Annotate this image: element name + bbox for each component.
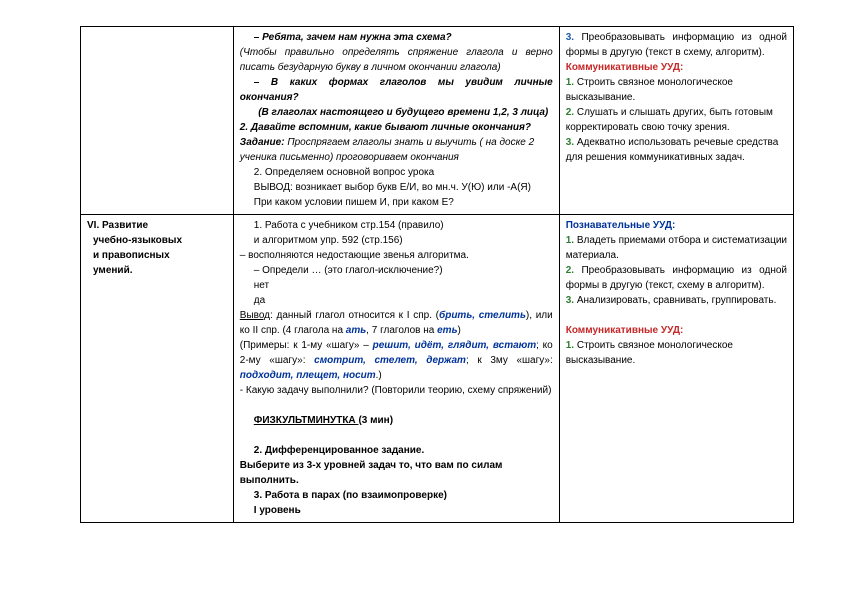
text: .) xyxy=(376,370,382,381)
text: 3. Работа в парах (по взаимопроверке) xyxy=(240,488,553,503)
text: 2. Дифференцированное задание. xyxy=(240,443,553,458)
num: 3. xyxy=(566,137,574,148)
text: – Ребята, зачем нам нужна эта схема? xyxy=(240,30,553,45)
text: (Примеры: к 1-му «шагу» – xyxy=(240,340,373,351)
section-title: учебно-языковых xyxy=(87,233,227,248)
text: ВЫВОД: возникает выбор букв Е/И, во мн.ч… xyxy=(240,180,553,195)
text: - Какую задачу выполнили? (Повторили тео… xyxy=(240,383,553,398)
text: ) xyxy=(458,325,461,336)
num: 3. xyxy=(566,295,574,306)
section-title: умений. xyxy=(87,263,227,278)
text: 2. Давайте вспомним, какие бывают личные… xyxy=(240,122,531,133)
text: Преобразовывать информацию из одной форм… xyxy=(566,32,787,58)
text: : данный глагол относится к I спр. ( xyxy=(270,310,439,321)
text: (Чтобы правильно определять спряжение гл… xyxy=(240,45,553,75)
text: нет xyxy=(240,278,553,293)
num: 2. xyxy=(566,107,574,118)
num: 3. xyxy=(566,32,574,43)
text: смотрит, стелет, держат xyxy=(314,355,466,366)
text: При каком условии пишем И, при каком Е? xyxy=(240,195,553,210)
num: 2. xyxy=(566,265,574,276)
text: Слушать и слышать других, быть готовым к… xyxy=(566,107,773,133)
r1c1 xyxy=(81,27,234,215)
text: Строить связное монологическое высказыва… xyxy=(566,340,733,366)
section-title: VI. Развитие xyxy=(87,218,227,233)
text: I уровень xyxy=(240,503,553,518)
num: 1. xyxy=(566,235,574,246)
text: ; к 3му «шагу»: xyxy=(466,355,553,366)
heading: Коммуникативные УУД: xyxy=(566,323,787,338)
text: подходит, плещет, носит xyxy=(240,370,376,381)
text: (3 мин) xyxy=(358,415,393,426)
r1c3: 3. Преобразовывать информацию из одной ф… xyxy=(559,27,793,215)
text: Строить связное монологическое высказыва… xyxy=(566,77,733,103)
text: 1. Работа с учебником стр.154 (правило) xyxy=(240,218,553,233)
heading: Познавательные УУД: xyxy=(566,218,787,233)
r2c2: 1. Работа с учебником стр.154 (правило) … xyxy=(233,215,559,523)
text: и алгоритмом упр. 592 (стр.156) xyxy=(240,233,553,248)
text: Владеть приемами отбора и систематизации… xyxy=(566,235,787,261)
label: Вывод xyxy=(240,310,270,321)
heading: Коммуникативные УУД: xyxy=(566,60,787,75)
text: Анализировать, сравнивать, группировать. xyxy=(574,295,776,306)
text: 2. Определяем основной вопрос урока xyxy=(240,165,553,180)
text: , 7 глаголов на xyxy=(366,325,437,336)
text: Преобразовывать информацию из одной форм… xyxy=(566,265,787,291)
r1c2: – Ребята, зачем нам нужна эта схема? (Чт… xyxy=(233,27,559,215)
text: Выберите из 3-х уровней задач то, что ва… xyxy=(240,458,553,488)
text: – восполняются недостающие звенья алгори… xyxy=(240,248,553,263)
text: – Определи … (это глагол-исключение?) xyxy=(240,263,553,278)
text: ать xyxy=(346,325,366,336)
num: 1. xyxy=(566,77,574,88)
text: Адекватно использовать речевые средства … xyxy=(566,137,779,163)
text: – В каких формах глаголов мы увидим личн… xyxy=(240,75,553,105)
text: (В глаголах настоящего и будущего времен… xyxy=(240,105,553,120)
heading: ФИЗКУЛЬТМИНУТКА xyxy=(254,415,359,426)
text: еть xyxy=(437,325,457,336)
text: решит, идёт, глядит, встают xyxy=(373,340,536,351)
text: брить, стелить xyxy=(439,310,526,321)
r2c1: VI. Развитие учебно-языковых и правописн… xyxy=(81,215,234,523)
section-title: и правописных xyxy=(87,248,227,263)
r2c3: Познавательные УУД: 1. Владеть приемами … xyxy=(559,215,793,523)
text: да xyxy=(240,293,553,308)
num: 1. xyxy=(566,340,574,351)
lesson-plan-table: – Ребята, зачем нам нужна эта схема? (Чт… xyxy=(80,26,794,523)
label: Задание: xyxy=(240,137,288,148)
